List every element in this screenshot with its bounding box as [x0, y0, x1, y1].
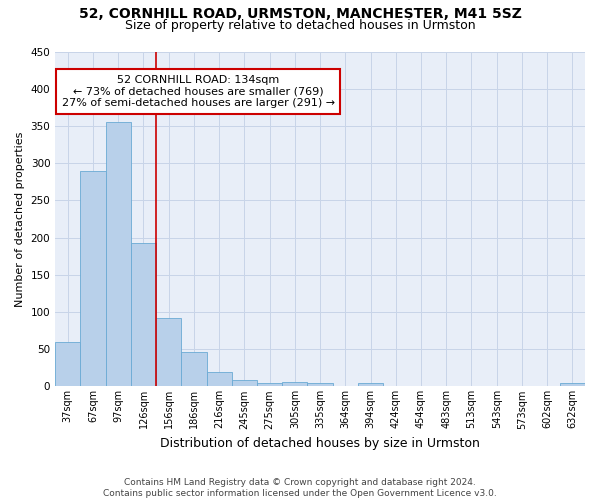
X-axis label: Distribution of detached houses by size in Urmston: Distribution of detached houses by size … — [160, 437, 480, 450]
Bar — [55, 342, 80, 386]
Bar — [282, 382, 307, 386]
Bar — [307, 382, 332, 386]
Bar — [358, 382, 383, 386]
Bar — [560, 384, 585, 386]
Bar — [206, 372, 232, 386]
Bar — [106, 122, 131, 386]
Bar — [257, 382, 282, 386]
Bar — [80, 170, 106, 386]
Bar — [232, 380, 257, 386]
Y-axis label: Number of detached properties: Number of detached properties — [15, 132, 25, 306]
Text: Contains HM Land Registry data © Crown copyright and database right 2024.
Contai: Contains HM Land Registry data © Crown c… — [103, 478, 497, 498]
Text: 52, CORNHILL ROAD, URMSTON, MANCHESTER, M41 5SZ: 52, CORNHILL ROAD, URMSTON, MANCHESTER, … — [79, 8, 521, 22]
Text: 52 CORNHILL ROAD: 134sqm
← 73% of detached houses are smaller (769)
27% of semi-: 52 CORNHILL ROAD: 134sqm ← 73% of detach… — [62, 75, 335, 108]
Bar — [156, 318, 181, 386]
Text: Size of property relative to detached houses in Urmston: Size of property relative to detached ho… — [125, 19, 475, 32]
Bar — [131, 243, 156, 386]
Bar — [181, 352, 206, 386]
